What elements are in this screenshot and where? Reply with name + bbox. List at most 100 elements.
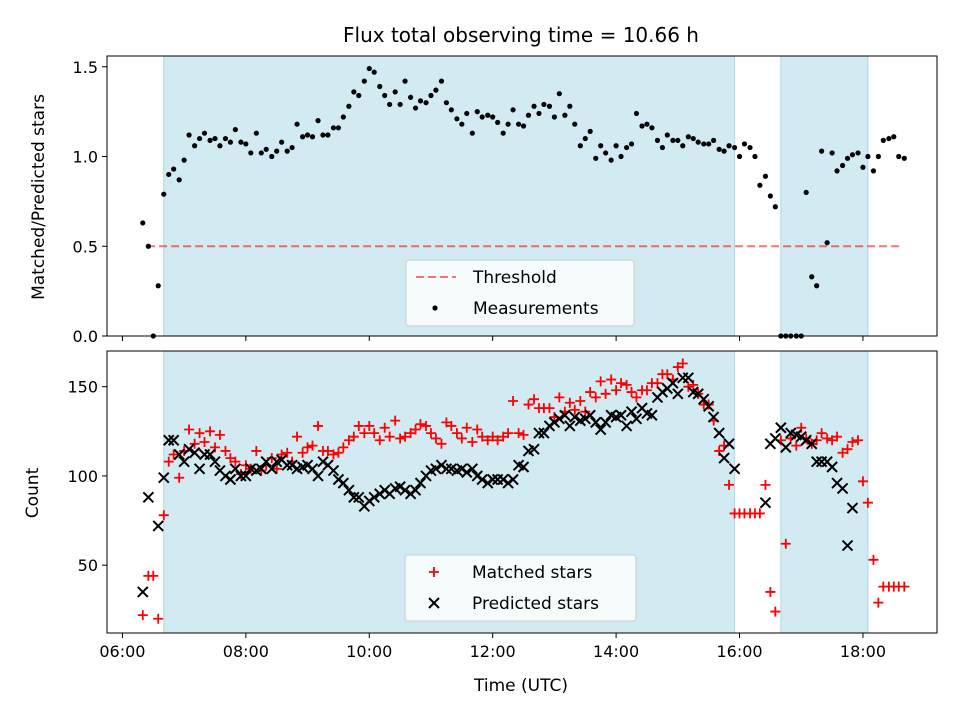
matched-star-point bbox=[328, 449, 339, 460]
measurement-point bbox=[562, 112, 568, 118]
measurement-point bbox=[886, 135, 892, 142]
matched-star-point bbox=[857, 476, 868, 487]
predicted-star-point bbox=[167, 434, 180, 446]
matched-star-point bbox=[410, 424, 421, 435]
matched-star-point bbox=[754, 508, 765, 519]
measurement-point bbox=[839, 162, 846, 169]
matched-star-point bbox=[374, 435, 385, 446]
matched-star-point bbox=[214, 429, 225, 440]
matched-star-point bbox=[503, 428, 514, 439]
measurement-point bbox=[582, 135, 588, 142]
measurement-point bbox=[248, 150, 254, 156]
predicted-star-point bbox=[646, 409, 658, 421]
matched-star-point bbox=[611, 385, 622, 396]
measurement-point bbox=[279, 139, 285, 145]
measurement-point bbox=[387, 101, 393, 108]
measurement-point bbox=[454, 116, 460, 122]
measurement-point bbox=[351, 89, 357, 95]
measurement-point bbox=[623, 144, 630, 151]
measurement-point bbox=[479, 114, 485, 120]
matched-star-point bbox=[302, 442, 313, 453]
measurement-point bbox=[155, 283, 161, 289]
matched-star-point bbox=[492, 435, 503, 446]
matched-star-point bbox=[724, 479, 735, 490]
measurement-point bbox=[525, 112, 532, 118]
measurement-point bbox=[752, 153, 758, 160]
legend: Threshold Measurements bbox=[405, 259, 635, 327]
measurement-point bbox=[680, 143, 686, 149]
measurement-point bbox=[397, 101, 403, 108]
matched-star-point bbox=[523, 399, 534, 410]
predicted-star-point bbox=[476, 473, 488, 486]
predicted-star-point bbox=[533, 427, 545, 439]
legend-label: Predicted stars bbox=[472, 594, 599, 614]
measurement-point bbox=[335, 125, 342, 131]
measurement-point bbox=[340, 114, 346, 120]
legend-measurement-swatch bbox=[432, 305, 438, 311]
measurement-point bbox=[207, 137, 213, 143]
x-tick-label: 08:00 bbox=[223, 642, 269, 661]
legend-box bbox=[405, 259, 635, 327]
predicted-star-point bbox=[306, 463, 319, 475]
measurement-point bbox=[469, 130, 475, 136]
predicted-star-point bbox=[368, 491, 380, 504]
predicted-star-point bbox=[723, 438, 735, 450]
matched-star-point bbox=[461, 422, 472, 433]
x-axis-label: Time (UTC) bbox=[473, 676, 568, 696]
measurement-point bbox=[762, 173, 769, 179]
measurement-point bbox=[186, 132, 192, 138]
predicted-star-point bbox=[327, 464, 340, 477]
predicted-star-point bbox=[466, 463, 479, 475]
top-y-axis-label: Matched/Predicted stars bbox=[29, 94, 49, 300]
matched-star-point bbox=[230, 456, 241, 467]
measurement-point bbox=[865, 153, 871, 160]
predicted-star-point bbox=[780, 441, 792, 454]
measurement-point bbox=[639, 123, 645, 129]
predicted-star-point bbox=[841, 539, 854, 552]
predicted-star-point bbox=[590, 416, 602, 429]
predicted-star-point bbox=[594, 423, 607, 436]
measurement-point bbox=[238, 139, 244, 145]
predicted-star-point bbox=[517, 461, 530, 473]
measurement-point bbox=[664, 132, 670, 138]
measurement-point bbox=[880, 137, 886, 143]
measurement-point bbox=[767, 193, 773, 199]
matched-star-point bbox=[544, 403, 555, 414]
matched-star-point bbox=[472, 424, 483, 435]
measurement-point bbox=[217, 143, 223, 149]
predicted-star-point bbox=[240, 470, 252, 482]
matched-star-point bbox=[703, 399, 714, 410]
matched-star-point bbox=[220, 445, 231, 456]
legend: Matched stars Predicted stars bbox=[404, 554, 637, 622]
y-tick-label: 50 bbox=[78, 556, 98, 575]
measurement-point bbox=[531, 103, 537, 109]
x-tick-label: 12:00 bbox=[470, 642, 516, 661]
measurement-point bbox=[726, 143, 732, 149]
measurement-point bbox=[556, 91, 562, 97]
measurement-point bbox=[814, 283, 820, 289]
matched-star-point bbox=[369, 428, 380, 439]
measurement-point bbox=[500, 130, 506, 136]
predicted-star-point bbox=[260, 455, 272, 468]
predicted-star-point bbox=[584, 409, 596, 421]
predicted-star-point bbox=[507, 473, 519, 486]
measurement-point bbox=[896, 153, 902, 160]
measurement-point bbox=[716, 146, 722, 152]
matched-star-point bbox=[631, 392, 642, 403]
matched-star-point bbox=[529, 394, 540, 405]
predicted-star-point bbox=[667, 377, 679, 389]
measurement-point bbox=[711, 137, 717, 143]
measurement-point bbox=[428, 92, 434, 99]
measurement-point bbox=[346, 103, 352, 109]
matched-star-point bbox=[508, 395, 519, 406]
matched-star-point bbox=[621, 379, 632, 390]
legend-predicted-swatch bbox=[428, 597, 440, 609]
measurement-point bbox=[243, 141, 249, 147]
predicted-star-point bbox=[461, 466, 473, 479]
predicted-star-point bbox=[430, 463, 442, 475]
measurement-point bbox=[361, 78, 367, 84]
matched-star-point bbox=[606, 374, 617, 385]
measurement-point bbox=[325, 132, 331, 138]
measurement-point bbox=[320, 132, 326, 138]
matched-star-point bbox=[518, 429, 529, 440]
